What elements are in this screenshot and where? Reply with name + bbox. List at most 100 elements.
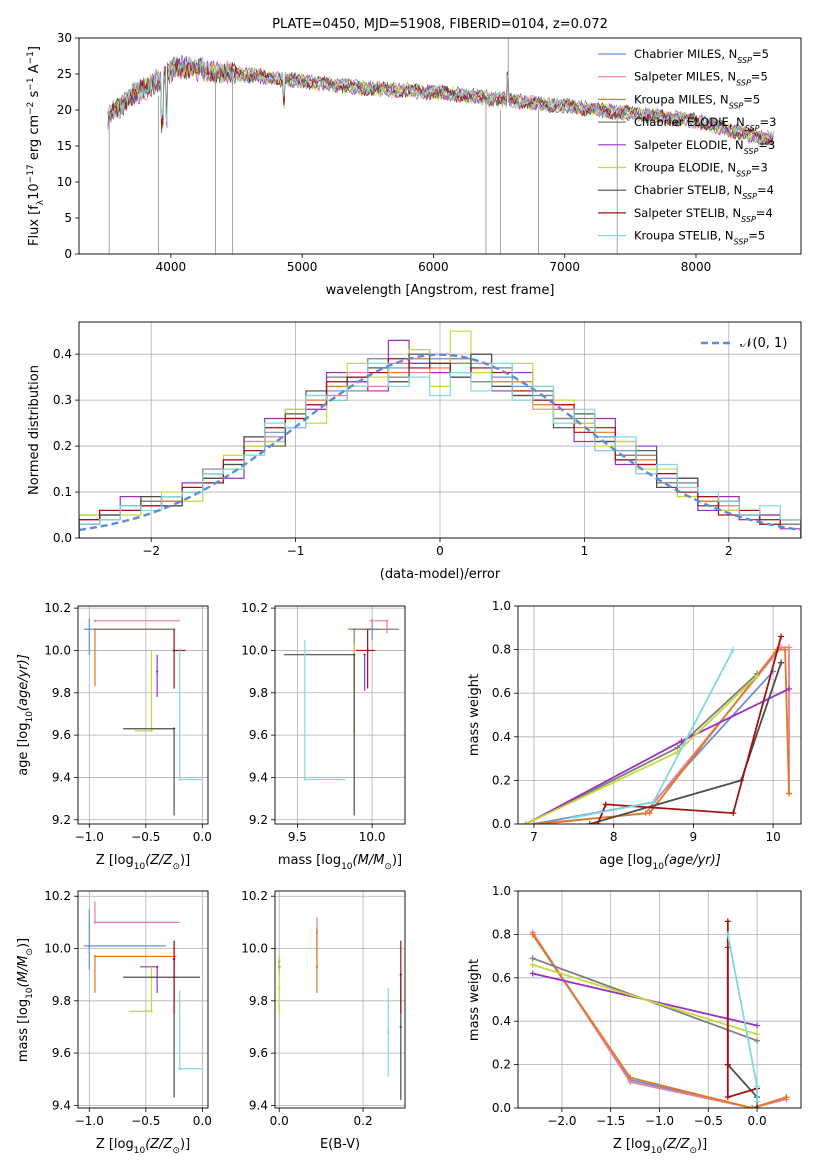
mass-weight-line — [573, 649, 734, 819]
y-tick-label: 10.0 — [44, 643, 71, 657]
legend-sub: SSP — [729, 101, 744, 110]
data-point — [93, 921, 97, 924]
legend-sub: SSP — [742, 192, 757, 201]
x-tick-label: −1 — [287, 544, 305, 558]
legend-n: 5 — [762, 47, 769, 61]
plus-marker — [530, 821, 537, 824]
y-tick-label: 9.2 — [52, 813, 71, 827]
x-tick-label: −2.0 — [547, 1114, 576, 1128]
mass-weight-vs-metallicity-panel: −2.0 −1.5 −1.0 −0.5 0.0 0.0 0.2 0.4 0.6 0.8 1.0 Z [… — [467, 884, 802, 1156]
x-tick-label: −0.5 — [131, 830, 160, 844]
spectrum-line — [107, 60, 774, 146]
y-tick-label: 10.2 — [241, 601, 268, 615]
y-tick-label: 10.0 — [44, 942, 71, 956]
y-tick-label: 0.8 — [492, 927, 511, 941]
y-tick-label: 30 — [57, 31, 72, 45]
y-tick-label: 25 — [57, 67, 72, 81]
legend-eq: = — [751, 70, 761, 84]
legend-model: Salpeter STELIB — [634, 206, 725, 220]
ylabel-part: (age/yr)] — [16, 654, 31, 711]
mass-weight-line — [531, 933, 787, 1108]
legend-n: 4 — [767, 183, 774, 197]
xlabel-part: 10 — [134, 862, 146, 872]
axes-frame — [274, 605, 406, 825]
legend-n: 3 — [768, 138, 775, 152]
y-tick-label: 9.8 — [52, 686, 71, 700]
xlabel-part: (M/M — [353, 853, 385, 868]
y-axis-label: Flux [fλ10−17 erg cm−2 s−1 A−1] — [26, 46, 46, 246]
legend-n: 3 — [769, 115, 776, 129]
legend-n: 5 — [758, 229, 765, 243]
x-tick-label: 0.0 — [193, 1114, 212, 1128]
data-point — [172, 957, 176, 961]
legend-eq: = — [756, 206, 766, 220]
xlabel-part: )] — [392, 853, 402, 868]
legend-sep: , N — [729, 115, 745, 129]
xlabel-part: (age/yr)] — [664, 853, 721, 868]
plus-marker — [570, 814, 577, 821]
data-point — [155, 965, 159, 969]
data-point — [366, 649, 369, 652]
legend-sep: , N — [726, 183, 742, 197]
data-point — [352, 653, 356, 656]
data-point — [150, 1010, 153, 1013]
plus-marker — [782, 646, 789, 653]
plus-marker — [754, 1031, 761, 1038]
ylabel-part: A — [27, 64, 42, 77]
legend-sep: , N — [720, 70, 736, 84]
x-tick-label: 7 — [530, 830, 538, 844]
y-axis-label: mass weight — [467, 959, 482, 1041]
legend-eq: = — [752, 47, 762, 61]
x-axis-label: mass [log10(M/M⊙)] — [278, 853, 402, 872]
y-tick-label: 0.4 — [492, 730, 511, 744]
plus-marker — [627, 1074, 634, 1081]
data-point — [178, 778, 181, 781]
y-tick-label: 10.2 — [44, 601, 71, 615]
xlabel-part: 10 — [652, 862, 664, 872]
plus-marker — [529, 961, 536, 968]
y-tick-label: 9.4 — [52, 770, 71, 784]
x-tick-label: −1.0 — [75, 830, 104, 844]
y-tick-label: 9.8 — [249, 994, 268, 1008]
ylabel-part: age [log — [16, 723, 31, 776]
plus-marker — [754, 1022, 761, 1029]
mass-weight-line — [532, 963, 758, 1036]
plot-area — [83, 901, 203, 1098]
y-tick-label: 0.1 — [53, 485, 72, 499]
plus-marker — [754, 1098, 761, 1105]
y-axis-label: mass [log10(M/M⊙)] — [16, 938, 35, 1062]
legend-entry: Chabrier STELIB, NSSP=4 — [634, 183, 774, 201]
legend-entry: Salpeter STELIB, NSSP=4 — [634, 206, 773, 224]
y-tick-label: 0.3 — [53, 393, 72, 407]
data-point — [303, 778, 307, 781]
xlabel-part: Z [log — [96, 1137, 134, 1152]
y-tick-label: 0.0 — [492, 817, 511, 831]
ylabel-part: )] — [16, 938, 31, 948]
y-tick-label: 10 — [57, 175, 72, 189]
ylabel-part: ⊙ — [25, 948, 35, 956]
y-tick-label: 0.2 — [492, 1058, 511, 1072]
y-tick-label: 10.2 — [241, 889, 268, 903]
ylabel-part: (M/M — [16, 956, 31, 988]
data-point — [172, 649, 176, 652]
ylabel-part: erg cm — [27, 115, 42, 164]
y-tick-label: 9.6 — [52, 1046, 71, 1060]
xlabel-part: ⊙ — [172, 1146, 180, 1156]
xlabel-part: )] — [697, 1137, 707, 1152]
residual-histogram-panel: −2 −1 0 1 2 0.0 0.1 0.2 0.3 0.4 𝒩(0, 1) (data-model… — [27, 321, 802, 582]
xlabel-part: 10 — [341, 862, 353, 872]
x-tick-label: 10.0 — [359, 830, 386, 844]
xlabel-part: (Z/Z — [145, 853, 173, 868]
data-point — [150, 729, 153, 733]
ylabel-part: mass [log — [16, 999, 31, 1062]
axes-frame — [78, 37, 802, 255]
spectrum-line — [107, 57, 774, 146]
legend-model: Salpeter ELODIE — [634, 138, 728, 152]
y-tick-label: 0.0 — [492, 1101, 511, 1115]
y-tick-label: 10.2 — [44, 889, 71, 903]
x-tick-label: 1 — [581, 544, 589, 558]
xlabel-part: Z [log — [96, 853, 134, 868]
y-axis-label: Normed distribution — [27, 365, 42, 495]
